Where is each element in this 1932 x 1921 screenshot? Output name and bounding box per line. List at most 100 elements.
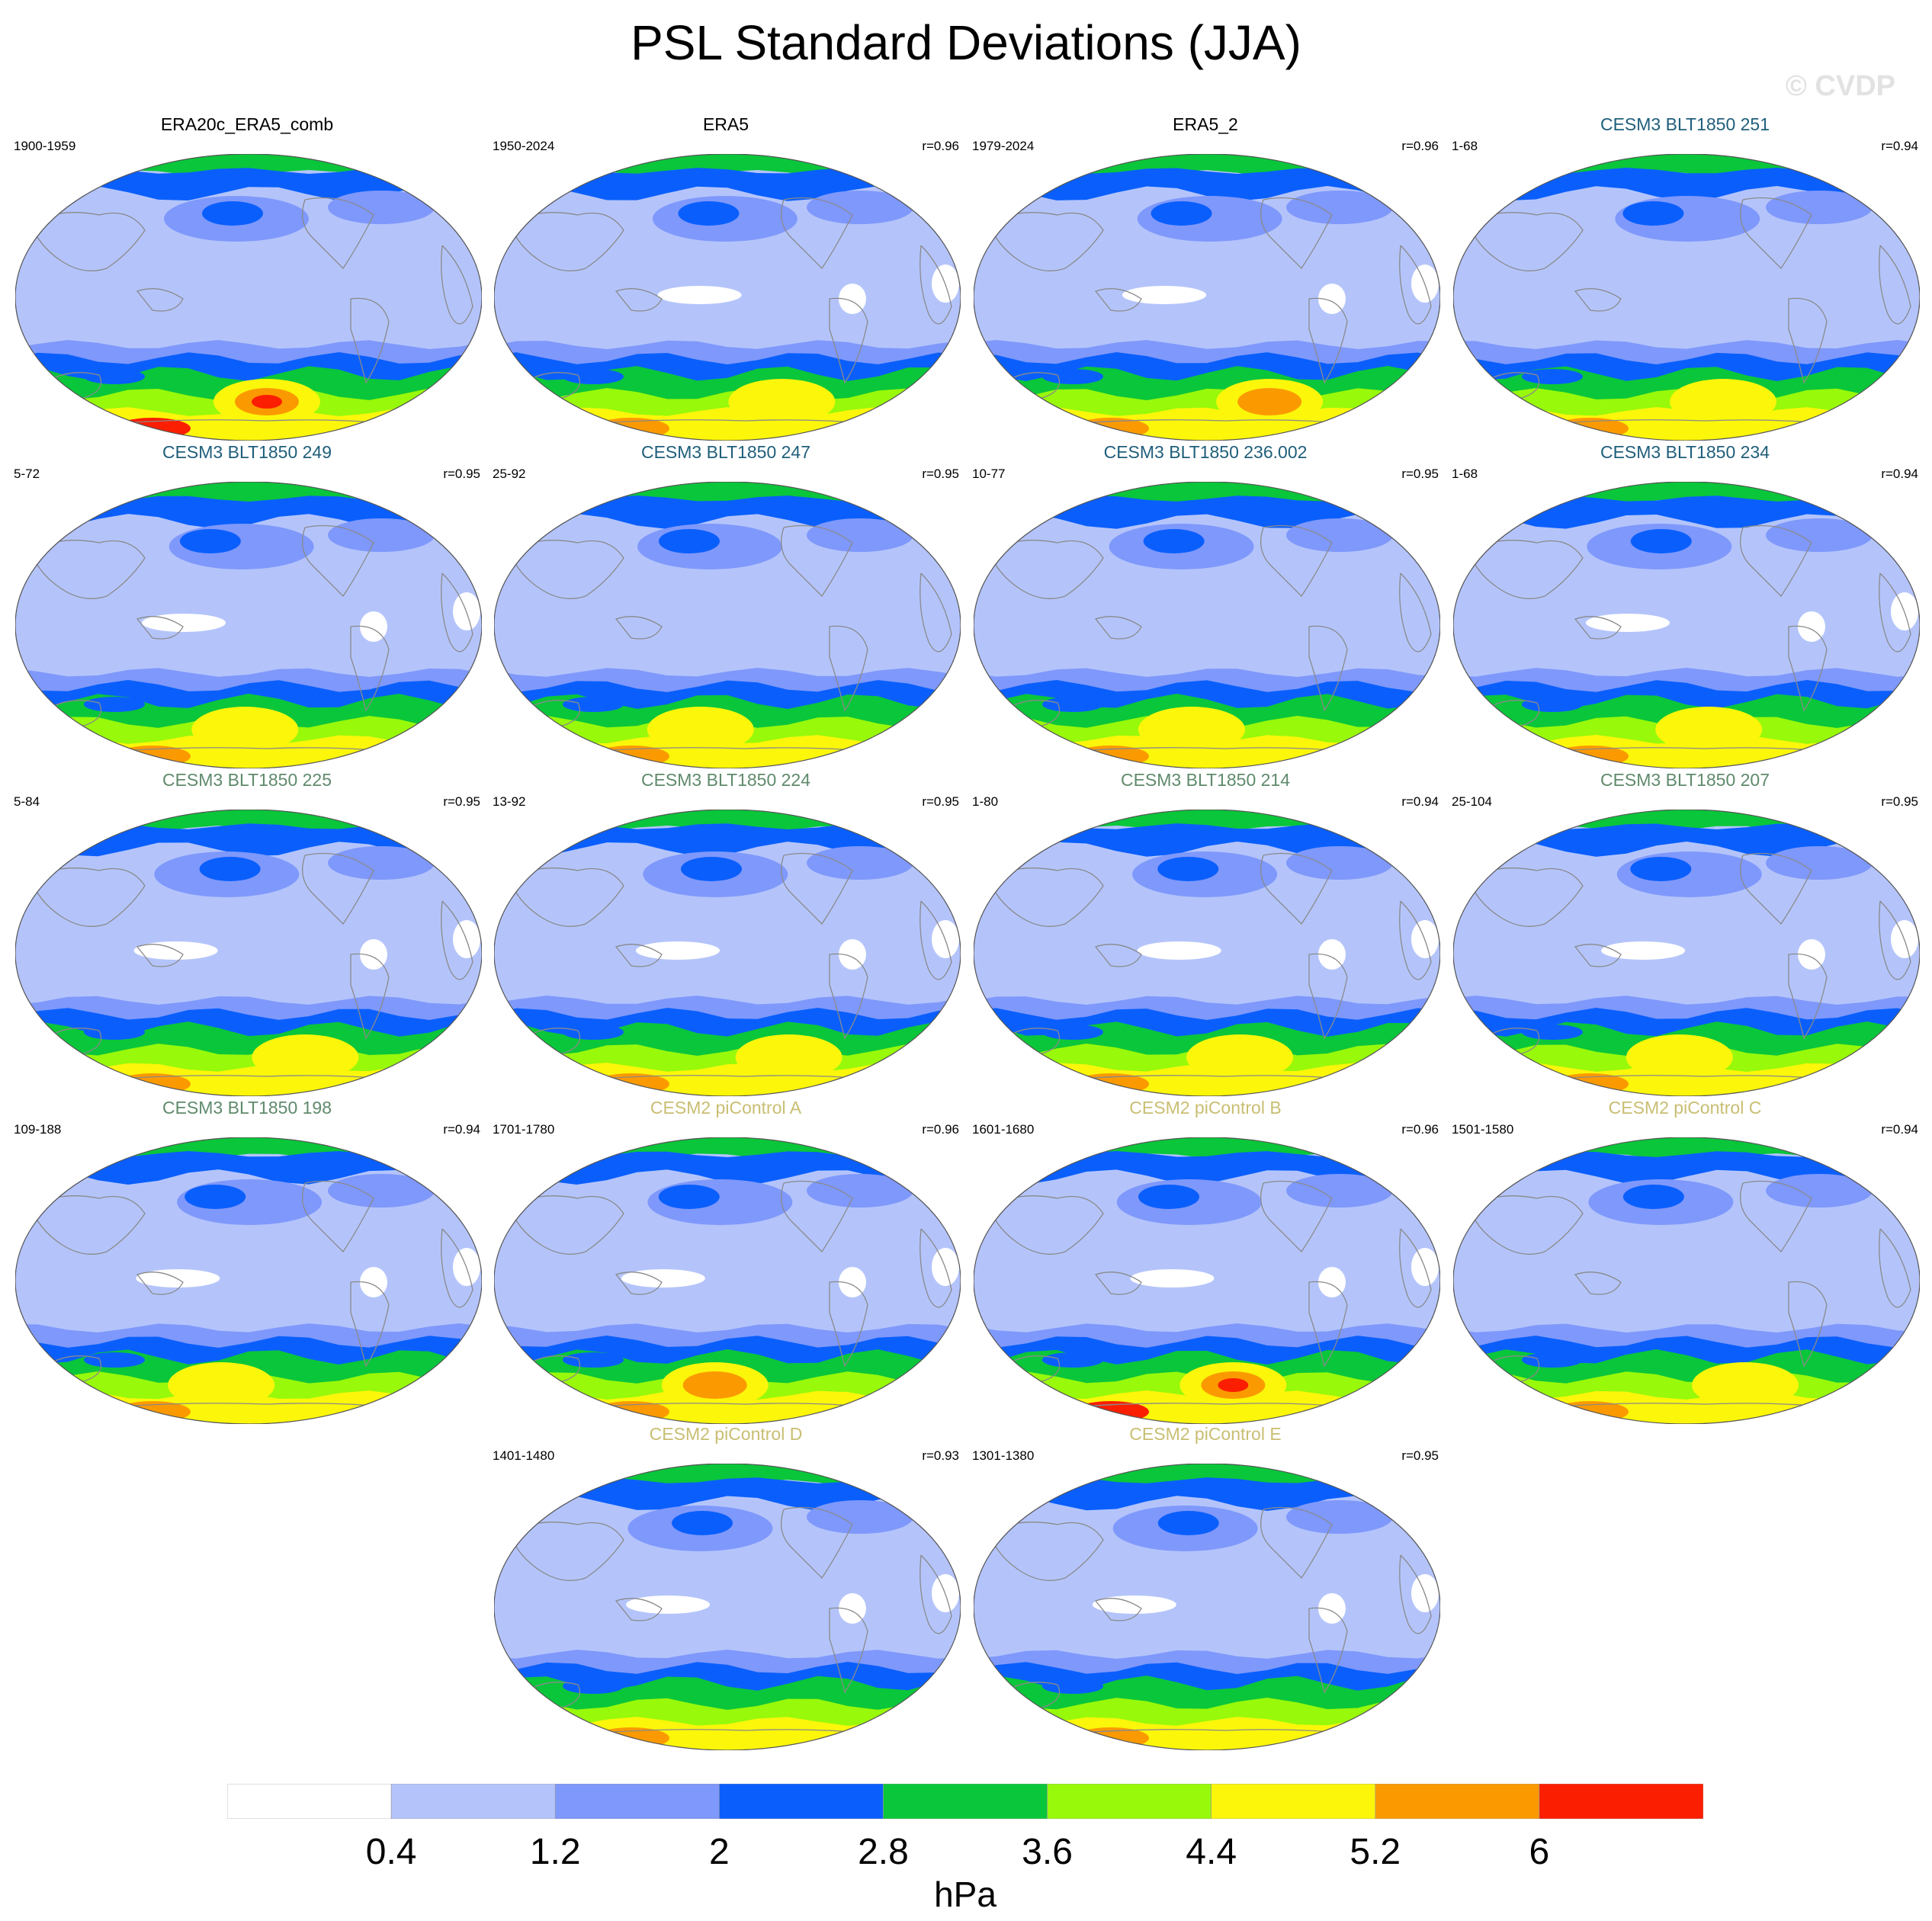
panel-pattern-correlation: r=0.95 <box>1401 467 1439 481</box>
panel-years: 25-104 <box>1452 794 1492 809</box>
robinson-map <box>1453 810 1920 1096</box>
colorbar-swatch <box>390 1784 556 1819</box>
colorbar-swatches <box>227 1784 1703 1819</box>
robinson-map <box>494 1137 961 1424</box>
robinson-map <box>494 482 961 768</box>
colorbar-tick-label: 5.2 <box>1350 1832 1401 1872</box>
panel-years: 10-77 <box>972 467 1006 481</box>
panel-title: ERA5 <box>702 114 749 134</box>
map-panel: CESM3 BLT1850 224 13-92 r=0.95 <box>486 770 965 1096</box>
colorbar-swatch <box>1211 1784 1376 1819</box>
psl-field <box>15 810 482 1096</box>
colorbar-tick-label: 4.4 <box>1186 1832 1237 1872</box>
map-panel: ERA5 1950-2024 r=0.96 <box>486 114 965 441</box>
psl-field <box>974 1137 1440 1424</box>
panel-pattern-correlation: r=0.94 <box>1881 139 1918 153</box>
panel-pattern-correlation: r=0.96 <box>1401 1122 1439 1137</box>
panel-pattern-correlation: r=0.93 <box>922 1448 959 1463</box>
robinson-map <box>15 1137 482 1424</box>
colorbar-swatch <box>227 1784 392 1819</box>
robinson-map <box>15 810 482 1096</box>
robinson-map <box>974 154 1440 441</box>
panel-title: CESM3 BLT1850 247 <box>640 442 811 462</box>
panel-years: 109-188 <box>14 1122 62 1137</box>
panel-pattern-correlation: r=0.94 <box>1881 1122 1918 1137</box>
panel-title: CESM3 BLT1850 198 <box>162 1098 332 1118</box>
panel-title: ERA20c_ERA5_comb <box>160 114 334 134</box>
panel-title: CESM3 BLT1850 236.002 <box>1103 442 1308 462</box>
panel-years: 25-92 <box>493 467 526 481</box>
panel-years: 1701-1780 <box>493 1122 555 1137</box>
page-title: PSL Standard Deviations (JJA) <box>631 15 1301 70</box>
panel-title: CESM2 piControl A <box>650 1098 802 1118</box>
colorbar-swatch <box>554 1784 720 1819</box>
psl-field <box>974 810 1440 1096</box>
colorbar-tick-label: 2.8 <box>858 1832 909 1872</box>
panel-title: CESM3 BLT1850 225 <box>162 770 332 790</box>
panel-years: 1-80 <box>972 794 999 809</box>
panel-years: 1601-1680 <box>972 1122 1035 1137</box>
panel-title: CESM2 piControl D <box>649 1424 803 1444</box>
map-panel: CESM2 piControl E 1301-1380 r=0.95 <box>966 1424 1445 1750</box>
map-panel: CESM3 BLT1850 249 5-72 r=0.95 <box>8 442 486 768</box>
panel-pattern-correlation: r=0.94 <box>1401 794 1439 809</box>
map-panel: CESM3 BLT1850 234 1-68 r=0.94 <box>1446 442 1924 768</box>
panel-pattern-correlation: r=0.95 <box>922 794 959 809</box>
psl-field <box>1453 810 1920 1096</box>
psl-field <box>974 1464 1440 1750</box>
panel-title: CESM2 piControl B <box>1129 1098 1282 1118</box>
colorbar: 0.4 1.2 2 2.8 3.6 4.4 5.2 6 hPa <box>227 1784 1703 1914</box>
map-panel: CESM3 BLT1850 251 1-68 r=0.94 <box>1446 114 1924 441</box>
panel-years: 1-68 <box>1452 139 1478 153</box>
robinson-map <box>974 1137 1440 1424</box>
colorbar-tick-label: 1.2 <box>529 1832 581 1872</box>
panel-years: 1-68 <box>1452 467 1478 481</box>
psl-field <box>494 154 961 441</box>
colorbar-tick-label: 6 <box>1529 1832 1550 1872</box>
psl-field <box>974 482 1440 768</box>
robinson-map <box>15 482 482 768</box>
panel-pattern-correlation: r=0.95 <box>443 794 480 809</box>
colorbar-tick-label: 0.4 <box>365 1832 417 1872</box>
panel-title: CESM2 piControl E <box>1129 1424 1282 1444</box>
panel-title: CESM2 piControl C <box>1608 1098 1762 1118</box>
psl-field <box>494 810 961 1096</box>
panel-title: CESM3 BLT1850 224 <box>640 770 811 790</box>
map-panel: CESM3 BLT1850 207 25-104 r=0.95 <box>1446 770 1924 1096</box>
panel-years: 13-92 <box>493 794 526 809</box>
cvdp-watermark: © CVDP <box>1785 70 1895 102</box>
panel-title: CESM3 BLT1850 214 <box>1120 770 1291 790</box>
panel-years: 1900-1959 <box>14 139 76 153</box>
panel-years: 1501-1580 <box>1452 1122 1514 1137</box>
psl-field <box>494 482 961 768</box>
robinson-map <box>974 482 1440 768</box>
panel-pattern-correlation: r=0.94 <box>1881 467 1918 481</box>
colorbar-swatch <box>1375 1784 1540 1819</box>
panel-pattern-correlation: r=0.95 <box>1881 794 1918 809</box>
robinson-map <box>15 154 482 441</box>
psl-field <box>15 482 482 768</box>
robinson-map <box>1453 154 1920 441</box>
map-panel: CESM2 piControl C 1501-1580 r=0.94 <box>1446 1098 1924 1424</box>
panel-years: 5-72 <box>14 467 40 481</box>
map-panel: ERA5_2 1979-2024 r=0.96 <box>966 114 1445 441</box>
colorbar-swatch <box>719 1784 884 1819</box>
map-panel: CESM3 BLT1850 214 1-80 r=0.94 <box>966 770 1445 1096</box>
panel-title: CESM3 BLT1850 251 <box>1600 114 1770 134</box>
panel-years: 5-84 <box>14 794 40 809</box>
psl-field <box>1453 1137 1920 1424</box>
panel-pattern-correlation: r=0.96 <box>922 1122 959 1137</box>
colorbar-tick-label: 3.6 <box>1022 1832 1073 1872</box>
panel-pattern-correlation: r=0.94 <box>443 1122 480 1137</box>
panel-title: ERA5_2 <box>1173 114 1238 134</box>
psl-field <box>494 1137 961 1424</box>
colorbar-swatch <box>1539 1784 1703 1819</box>
map-panel: CESM3 BLT1850 198 109-188 r=0.94 <box>8 1098 486 1424</box>
map-panel: CESM3 BLT1850 236.002 10-77 r=0.95 <box>966 442 1445 768</box>
robinson-map <box>974 1464 1440 1750</box>
map-panel: CESM2 piControl A 1701-1780 r=0.96 <box>486 1098 965 1424</box>
panel-pattern-correlation: r=0.95 <box>922 467 959 481</box>
panel-pattern-correlation: r=0.95 <box>443 467 480 481</box>
map-panel: CESM3 BLT1850 225 5-84 r=0.95 <box>8 770 486 1096</box>
robinson-map <box>974 810 1440 1096</box>
